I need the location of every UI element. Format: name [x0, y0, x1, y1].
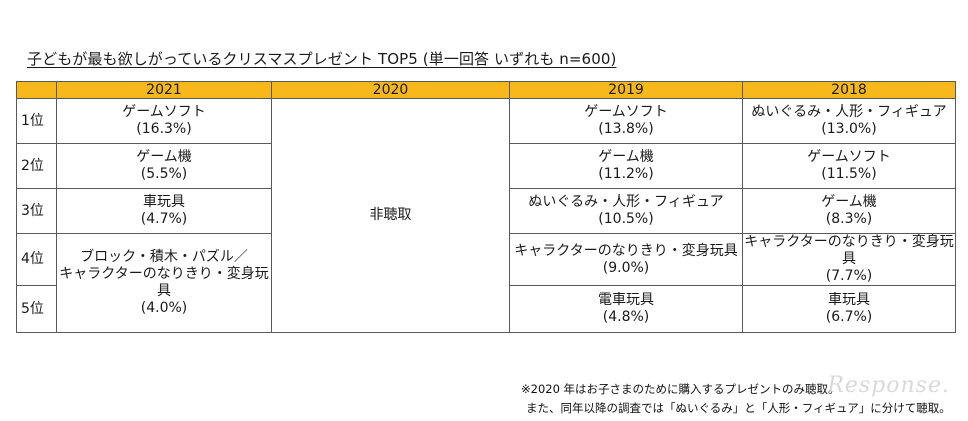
footnote-2: また、同年以降の調査では「ぬいぐるみ」と「人形・フィギュア」に分けて聴取。 [526, 401, 951, 415]
footnote-1: ※2020 年はお子さまのために購入するプレゼントのみ聴取。 [521, 382, 840, 396]
header-corner [16, 81, 57, 99]
page-title: 子どもが最も欲しがっているクリスマスプレゼント TOP5 (単一回答 いずれも … [27, 50, 617, 68]
cell-2021-merged: ブロック・積木・パズル／ キャラクターのなりきり・変身玩具 (4.0%) [56, 233, 272, 333]
header-row: 2021 2020 2019 2018 [16, 81, 956, 99]
cell-2019: キャラクターのなりきり・変身玩具 (9.0%) [509, 233, 743, 286]
cell-2019: ゲームソフト (13.8%) [509, 98, 743, 144]
cell-2019: 電車玩具 (4.8%) [509, 285, 743, 333]
table-row: 5位 電車玩具 (4.8%) 車玩具 (6.7%) [16, 285, 956, 333]
cell-2021: 車玩具 (4.7%) [56, 188, 272, 234]
table-row: 2位 ゲーム機 (5.5%) ゲーム機 (11.2%) ゲームソフト (11.5… [16, 143, 956, 189]
cell-2018: ぬいぐるみ・人形・フィギュア (13.0%) [742, 98, 956, 144]
cell-2019: ぬいぐるみ・人形・フィギュア (10.5%) [509, 188, 743, 234]
cell-2018: ゲーム機 (8.3%) [742, 188, 956, 234]
table-row: 1位 ゲームソフト (16.3%) 非聴取 ゲームソフト (13.8%) ぬいぐ… [16, 98, 956, 333]
cell-2021: ゲーム機 (5.5%) [56, 143, 272, 189]
rank-label: 2位 [16, 143, 57, 189]
rank-label: 3位 [16, 188, 57, 234]
cell-2018: ゲームソフト (11.5%) [742, 143, 956, 189]
table-row: 3位 車玩具 (4.7%) ぬいぐるみ・人形・フィギュア (10.5%) ゲーム… [16, 188, 956, 234]
rank-label: 5位 [16, 285, 57, 333]
cell-2020-merged: 非聴取 [271, 98, 510, 333]
cell-2018: キャラクターのなりきり・変身玩具 (7.7%) [742, 233, 956, 286]
rank-label: 1位 [16, 98, 57, 144]
header-2019: 2019 [509, 81, 743, 99]
header-2020: 2020 [271, 81, 510, 99]
cell-2018: 車玩具 (6.7%) [742, 285, 956, 333]
cell-2021: ゲームソフト (16.3%) [56, 98, 272, 144]
rank-label: 4位 [16, 233, 57, 286]
cell-2019: ゲーム機 (11.2%) [509, 143, 743, 189]
header-2018: 2018 [742, 81, 956, 99]
ranking-table: 2021 2020 2019 2018 1位 ゲームソフト (16.3%) 非聴… [16, 81, 956, 333]
watermark-logo: Response. [827, 373, 950, 398]
header-2021: 2021 [56, 81, 272, 99]
